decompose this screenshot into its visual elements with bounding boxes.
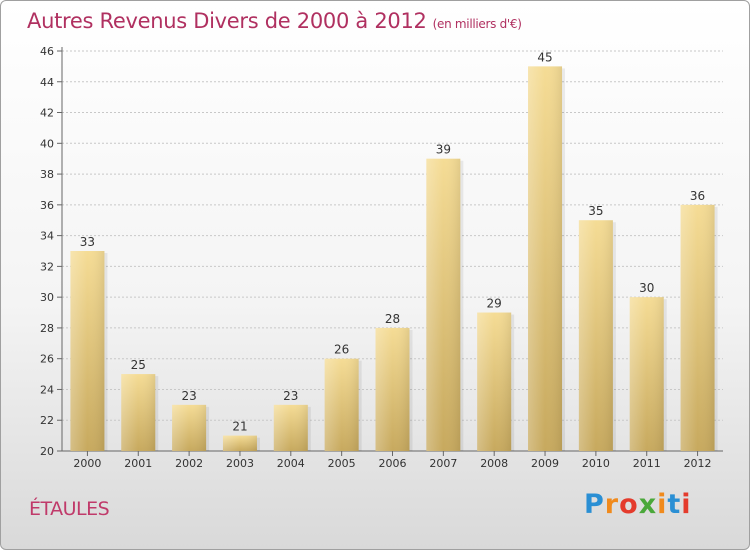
bar-highlight [172,404,207,451]
y-tick-label: 26 [40,353,54,366]
x-tick-label: 2007 [429,457,457,470]
x-tick-label: 2002 [175,457,203,470]
data-label-2003: 21 [232,420,247,434]
x-tick-label: 2012 [684,457,712,470]
data-label-2011: 30 [639,281,654,295]
logo-letter: i [657,489,668,520]
logo-letter: x [638,489,658,520]
bar-highlight [324,358,359,451]
data-label-2012: 36 [690,189,705,203]
data-label-2002: 23 [181,389,196,403]
chart-subtitle: (en milliers d'€) [432,17,522,31]
bar-highlight [629,297,664,451]
y-tick-label: 46 [40,45,54,58]
bar-highlight [273,404,308,451]
y-tick-label: 34 [40,230,54,243]
logo-letter: t [667,489,682,520]
x-tick-label: 2008 [480,457,508,470]
bar-highlight [426,158,461,451]
proxiti-logo: Proxiti [584,489,692,520]
y-tick-label: 30 [40,291,54,304]
bar-highlight [70,251,105,451]
data-label-2001: 25 [131,358,146,372]
chart-title: Autres Revenus Divers de 2000 à 2012 (en … [27,9,522,33]
bar-highlight [222,435,257,451]
data-label-2007: 39 [436,143,451,157]
x-tick-label: 2009 [531,457,559,470]
logo-letter: i [681,489,692,520]
data-label-2004: 23 [283,389,298,403]
y-tick-label: 28 [40,322,54,335]
x-tick-label: 2001 [124,457,152,470]
y-tick-label: 38 [40,168,54,181]
chart-title-text: Autres Revenus Divers de 2000 à 2012 [27,9,427,33]
y-tick-label: 44 [40,76,54,89]
logo-letter: P [584,489,605,520]
data-label-2005: 26 [334,343,349,357]
y-tick-label: 20 [40,445,54,458]
logo-letter: o [619,489,639,520]
labels: 20 22 24 26 28 30 32 34 36 38 40 42 44 46 33 2000 25 2001… [40,45,712,470]
data-label-2000: 33 [80,235,95,249]
y-tick-label: 40 [40,137,54,150]
data-label-2008: 29 [487,297,502,311]
bar-highlight [477,312,512,451]
x-tick-label: 2011 [633,457,661,470]
data-label-2010: 35 [588,204,603,218]
x-tick-label: 2006 [379,457,407,470]
y-tick-label: 36 [40,199,54,212]
bar-highlight [680,204,715,451]
x-tick-label: 2003 [226,457,254,470]
bar-highlight [528,66,563,451]
bar-highlight [375,327,410,451]
x-tick-label: 2004 [277,457,305,470]
y-tick-label: 22 [40,414,54,427]
bars [70,66,718,451]
logo-letter: r [604,489,620,520]
data-label-2009: 45 [537,50,552,64]
y-tick-label: 24 [40,383,54,396]
bar-highlight [121,374,156,451]
y-tick-label: 42 [40,107,54,120]
bar-highlight [578,220,613,451]
x-tick-label: 2000 [73,457,101,470]
commune-name: ÉTAULES [29,498,110,520]
x-tick-label: 2005 [328,457,356,470]
data-label-2006: 28 [385,312,400,326]
x-tick-label: 2010 [582,457,610,470]
y-tick-label: 32 [40,260,54,273]
